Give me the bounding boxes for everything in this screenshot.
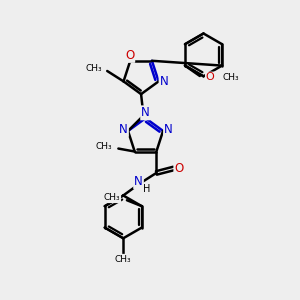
Text: CH₃: CH₃: [115, 255, 132, 264]
Text: CH₃: CH₃: [223, 73, 239, 82]
Text: H: H: [143, 184, 151, 194]
Text: CH₃: CH₃: [85, 64, 102, 73]
Text: N: N: [119, 123, 128, 136]
Text: CH₃: CH₃: [95, 142, 112, 151]
Text: N: N: [160, 75, 168, 88]
Text: N: N: [141, 106, 150, 119]
Text: N: N: [164, 123, 173, 136]
Text: CH₃: CH₃: [104, 194, 120, 202]
Text: O: O: [125, 49, 134, 62]
Text: O: O: [174, 162, 184, 175]
Text: O: O: [206, 73, 214, 82]
Text: N: N: [134, 176, 143, 188]
